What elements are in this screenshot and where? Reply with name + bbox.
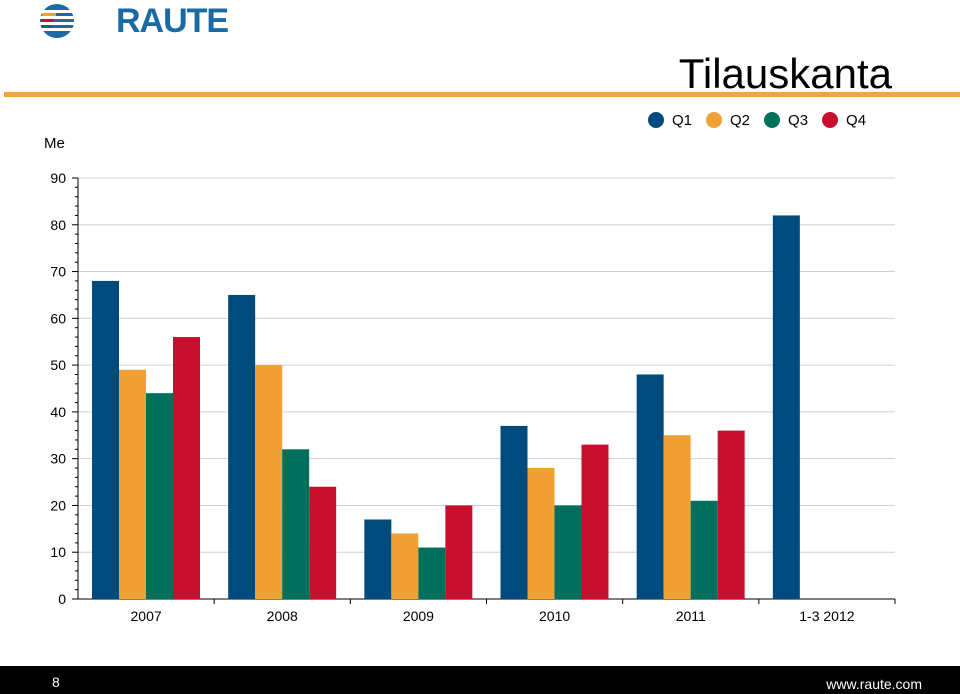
bar-q2-2011 bbox=[663, 435, 691, 599]
bar-q3-2008 bbox=[282, 449, 310, 599]
y-tick-label-50: 50 bbox=[50, 357, 66, 373]
page-number: 8 bbox=[52, 674, 60, 690]
y-tick-label-60: 60 bbox=[50, 310, 66, 326]
y-axis-unit-label: Me bbox=[44, 135, 65, 152]
raute-logo: RAUTE bbox=[38, 2, 229, 40]
legend-item-q2: Q2 bbox=[706, 112, 750, 129]
bar-q1-2008 bbox=[228, 294, 256, 599]
legend-label-q3: Q3 bbox=[788, 111, 809, 129]
y-tick-label-10: 10 bbox=[50, 544, 66, 560]
bar-q3-2011 bbox=[690, 500, 718, 599]
bar-q1-2009 bbox=[364, 519, 392, 599]
legend-swatch-q4 bbox=[822, 112, 839, 128]
legend-swatch-q3 bbox=[764, 112, 781, 128]
legend-swatch-q1 bbox=[648, 112, 664, 128]
x-tick-label-2011: 2011 bbox=[676, 608, 706, 624]
x-tick-label-2008: 2008 bbox=[267, 608, 298, 624]
footer-bar bbox=[0, 666, 960, 694]
bar-q4-2007 bbox=[173, 337, 200, 599]
logo-globe-icon bbox=[40, 4, 74, 38]
bar-q2-2009 bbox=[391, 533, 419, 599]
y-tick-label-20: 20 bbox=[50, 497, 66, 513]
bar-q4-2009 bbox=[445, 505, 473, 599]
bar-q1-2007 bbox=[92, 280, 119, 599]
bar-q3-2007 bbox=[146, 393, 173, 599]
y-tick-label-80: 80 bbox=[50, 217, 66, 233]
bar-q4-2008 bbox=[309, 486, 337, 599]
bar-q4-2011 bbox=[717, 430, 745, 599]
footer-url: www.raute.com bbox=[826, 676, 922, 692]
bar-q2-2007 bbox=[119, 369, 146, 599]
order-backlog-bar-chart: 0 10 20 30 40 50 60 70 80 90 2007 2008 2009 2010 2011 1… bbox=[50, 170, 896, 624]
x-tick-label-1-3-2012: 1-3 2012 bbox=[799, 608, 854, 624]
y-tick-label-40: 40 bbox=[50, 404, 66, 420]
bar-q1-2010 bbox=[500, 425, 528, 599]
bar-q1-2011 bbox=[636, 374, 664, 599]
title-rule bbox=[4, 92, 960, 97]
x-tick-label-2010: 2010 bbox=[539, 608, 570, 624]
y-tick-label-0: 0 bbox=[58, 591, 66, 607]
y-tick-label-90: 90 bbox=[50, 170, 66, 186]
bar-q2-2008 bbox=[255, 365, 283, 599]
bar-q4-2010 bbox=[581, 444, 609, 599]
bar-q3-2010 bbox=[554, 505, 582, 599]
legend-label-q4: Q4 bbox=[846, 111, 867, 129]
legend-label-q1: Q1 bbox=[672, 111, 693, 129]
bar-q1-1-3-2012 bbox=[772, 215, 800, 599]
legend-item-q1: Q1 bbox=[648, 112, 692, 129]
bar-q3-2009 bbox=[418, 547, 446, 599]
legend-label-q2: Q2 bbox=[730, 111, 751, 129]
logo-wordmark: RAUTE bbox=[116, 2, 229, 40]
chart-legend: Q1 Q2 Q3 Q4 bbox=[648, 110, 880, 130]
x-tick-label-2007: 2007 bbox=[131, 608, 162, 624]
y-tick-label-30: 30 bbox=[50, 451, 66, 467]
y-tick-label-70: 70 bbox=[50, 264, 66, 280]
x-tick-label-2009: 2009 bbox=[403, 608, 434, 624]
page-title: Tilauskanta bbox=[678, 50, 892, 97]
legend-item-q4: Q4 bbox=[822, 112, 866, 129]
legend-swatch-q2 bbox=[706, 112, 723, 128]
bar-q2-2010 bbox=[527, 468, 555, 599]
legend-item-q3: Q3 bbox=[764, 112, 808, 129]
